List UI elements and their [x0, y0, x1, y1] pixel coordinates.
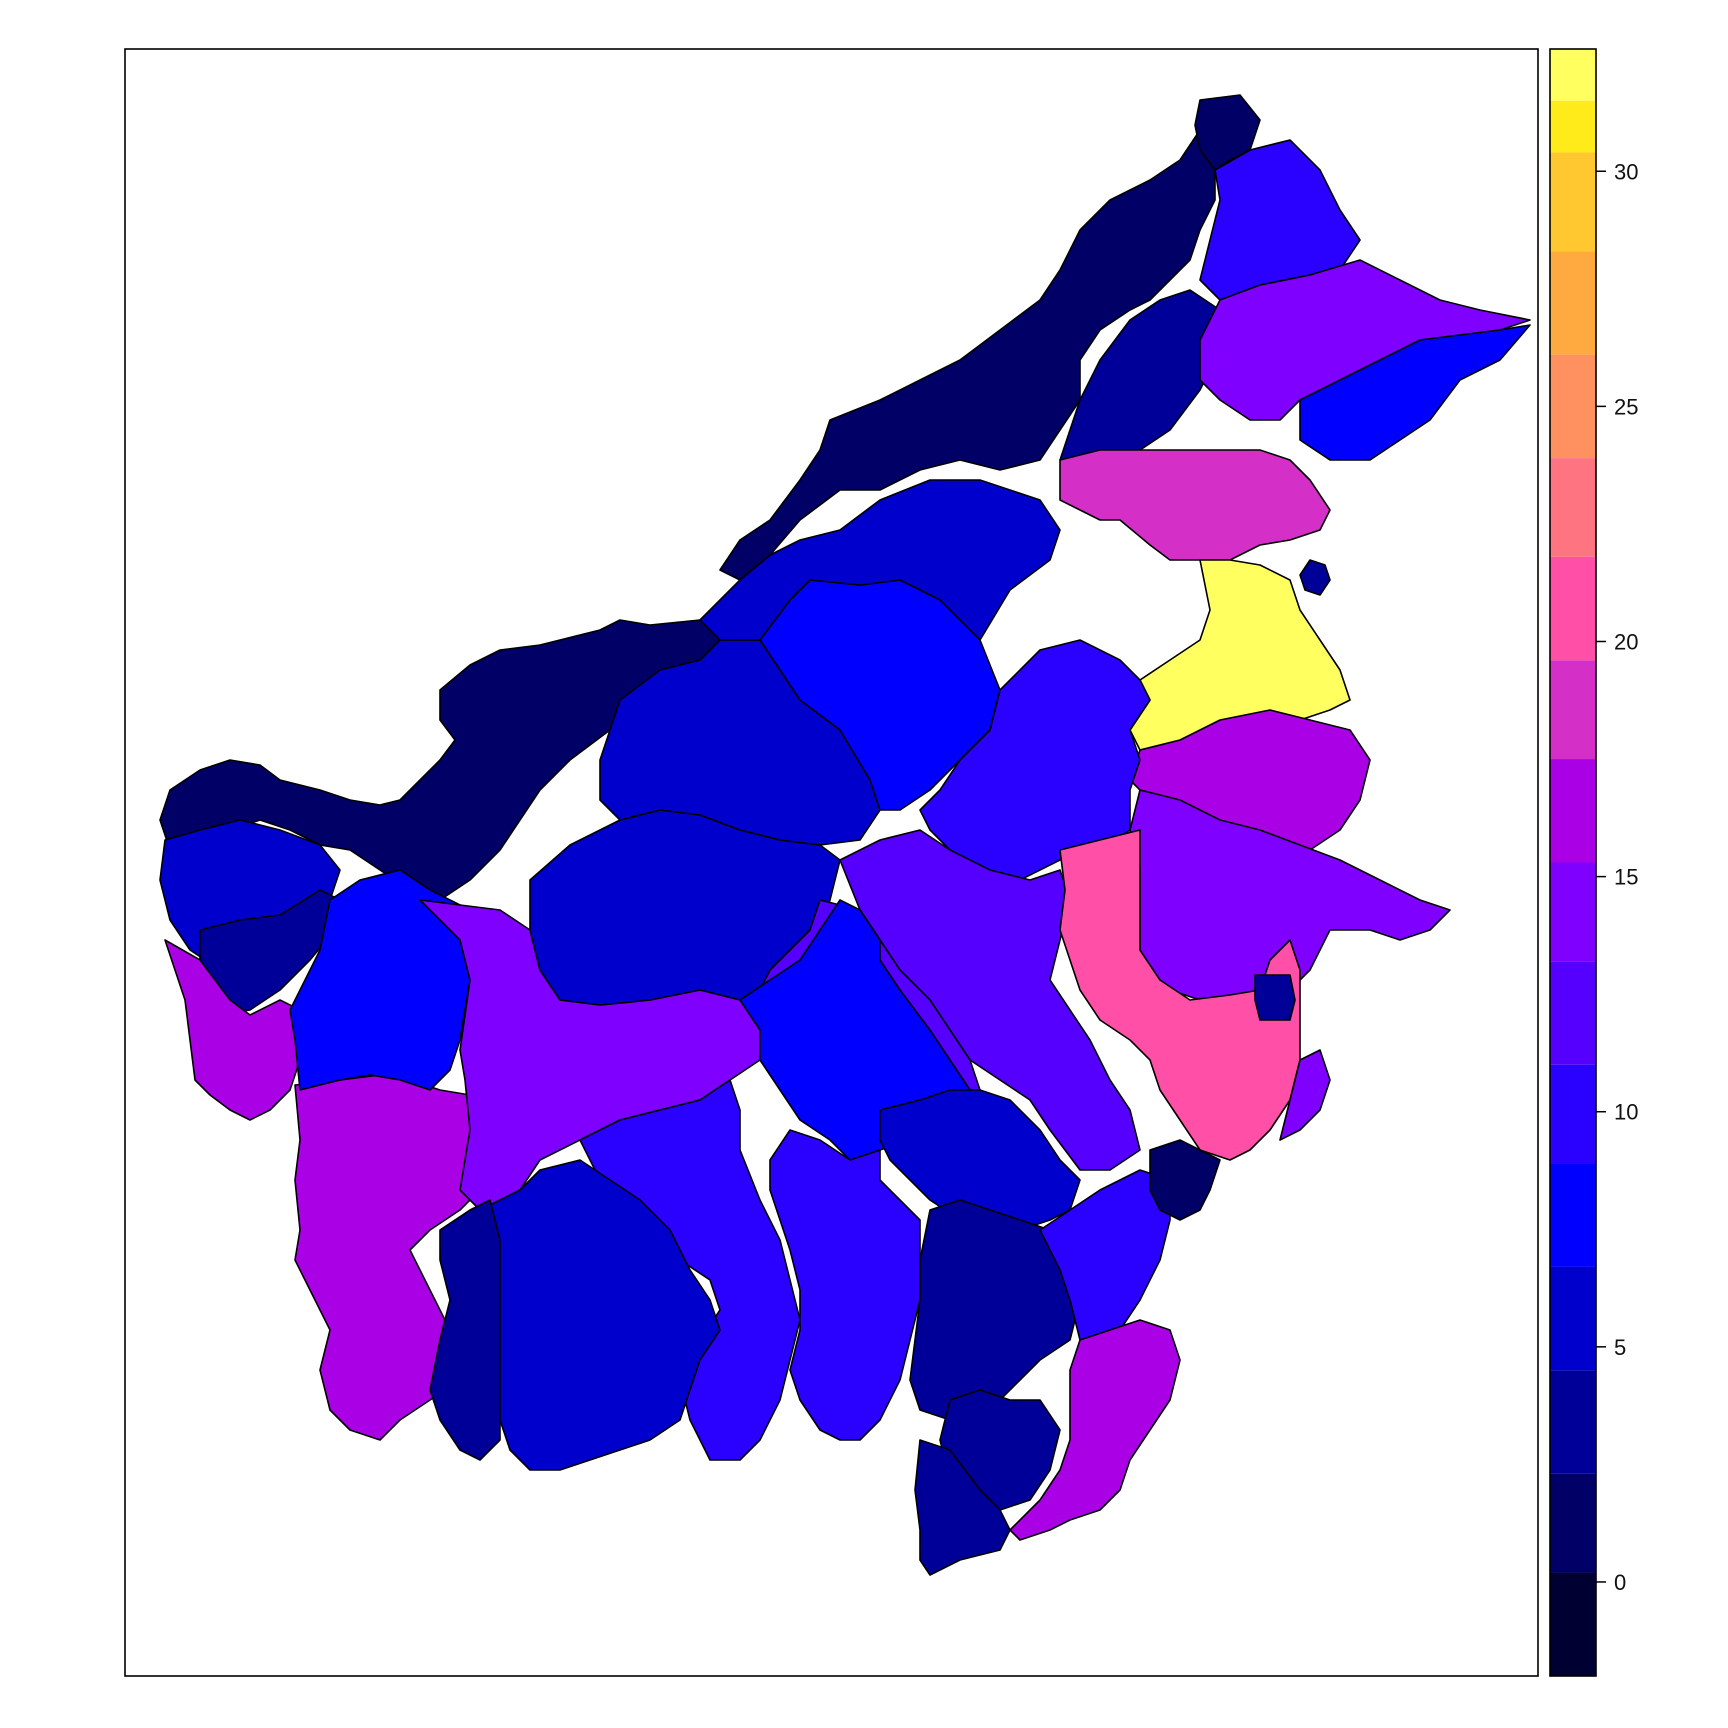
region-kaltim-paser[interactable] [769, 1129, 921, 1441]
region-sarawak-miri[interactable] [699, 479, 1061, 641]
region-kalteng-west[interactable] [429, 1199, 501, 1461]
colorbar-bin [1550, 660, 1596, 760]
region-bontang-dot[interactable] [1254, 974, 1296, 1021]
colorbar-tick-label: 25 [1614, 394, 1638, 419]
colorbar-bin [1550, 1064, 1596, 1164]
colorbar-bin [1550, 1370, 1596, 1474]
region-sabah-west-coast[interactable] [719, 129, 1216, 581]
colorbar-bin [1550, 961, 1596, 1065]
region-kalbar-landak[interactable] [289, 869, 481, 1091]
colorbar-bin [1550, 1266, 1596, 1371]
colorbar-frame [1549, 48, 1597, 1677]
map-regions [159, 94, 1531, 1576]
colorbar-bin [1550, 556, 1596, 661]
region-kalsel-south[interactable] [914, 1439, 1011, 1576]
colorbar [1550, 49, 1596, 1676]
colorbar-bin [1550, 1163, 1596, 1267]
colorbar-tick-label: 0 [1614, 1570, 1626, 1595]
colorbar-ticks: 0 5 10 15 20 25 30 [1596, 159, 1638, 1595]
region-balikpapan[interactable] [1149, 1139, 1221, 1221]
region-kalteng-barito[interactable] [909, 1199, 1081, 1421]
region-kalteng-east[interactable] [879, 1089, 1081, 1231]
colorbar-bin [1550, 458, 1596, 557]
colorbar-bin [1550, 354, 1596, 459]
colorbar-bin [1550, 862, 1596, 962]
colorbar-tick-label: 30 [1614, 159, 1638, 184]
region-kalsel-east[interactable] [1039, 1169, 1171, 1351]
region-tarakan-island[interactable] [1299, 559, 1331, 596]
region-sarawak-coast[interactable] [159, 619, 721, 901]
colorbar-bin [1550, 759, 1596, 863]
colorbar-tick-label: 10 [1614, 1100, 1638, 1125]
region-kalsel-kotabaru[interactable] [1009, 1319, 1181, 1541]
colorbar-bin [1550, 49, 1596, 101]
region-north-tip[interactable] [1194, 94, 1261, 171]
colorbar-tick-label: 5 [1614, 1335, 1626, 1360]
region-sabah-tawau[interactable] [1059, 449, 1331, 561]
colorbar-bin [1550, 152, 1596, 252]
colorbar-bin [1550, 251, 1596, 355]
colorbar-tick-label: 20 [1614, 629, 1638, 654]
colorbar-bin [1550, 1473, 1596, 1573]
region-kalbar-coast[interactable] [164, 939, 301, 1121]
region-kaltim-east[interactable] [1279, 1049, 1331, 1141]
colorbar-tick-label: 15 [1614, 865, 1638, 890]
region-sabah-sandakan[interactable] [1299, 324, 1531, 461]
colorbar-bin [1550, 1572, 1596, 1676]
colorbar-bin [1550, 100, 1596, 153]
